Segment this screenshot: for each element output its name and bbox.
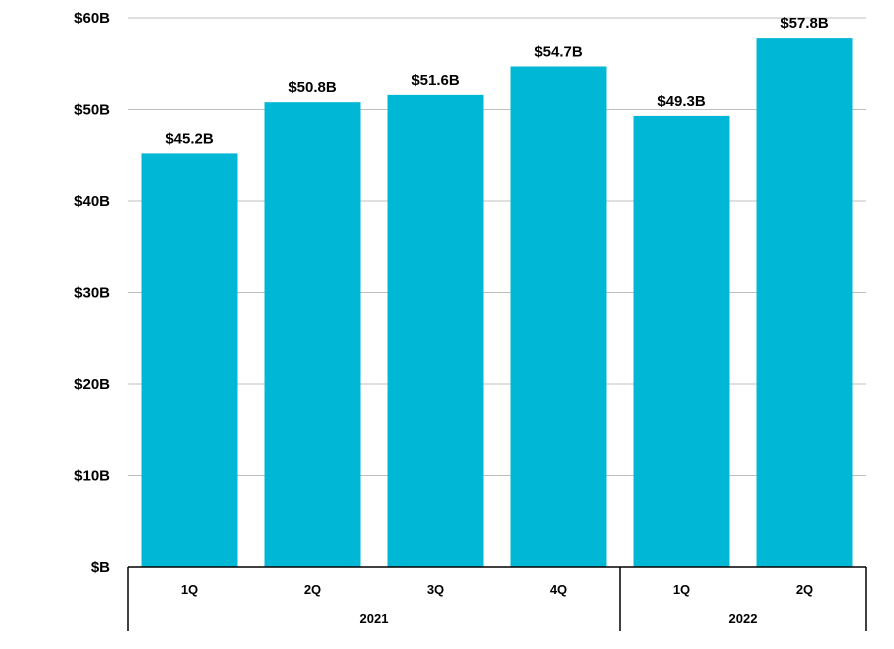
group-label: 2022	[729, 611, 758, 626]
x-tick-label: 2Q	[304, 582, 321, 597]
y-tick-label: $30B	[74, 285, 110, 302]
data-label: $45.2B	[165, 130, 214, 147]
x-tick-label: 4Q	[550, 582, 567, 597]
bar	[756, 38, 853, 567]
data-label: $54.7B	[534, 43, 583, 60]
bar	[387, 94, 484, 568]
y-tick-label: $B	[91, 559, 110, 576]
data-label: $51.6B	[411, 72, 460, 89]
data-label: $50.8B	[288, 79, 337, 96]
x-tick-label: 3Q	[427, 582, 444, 597]
y-tick-label: $10B	[74, 468, 110, 485]
data-label: $57.8B	[780, 15, 829, 32]
group-label: 2021	[360, 611, 389, 626]
data-label: $49.3B	[657, 93, 706, 110]
y-tick-label: $50B	[74, 102, 110, 119]
bar	[141, 153, 238, 568]
bar	[264, 102, 361, 568]
y-tick-label: $60B	[74, 10, 110, 27]
x-tick-label: 1Q	[181, 582, 198, 597]
bar	[633, 115, 730, 567]
x-tick-label: 1Q	[673, 582, 690, 597]
x-tick-label: 2Q	[796, 582, 813, 597]
y-tick-label: $20B	[74, 376, 110, 393]
y-tick-label: $40B	[74, 193, 110, 210]
bar	[510, 66, 607, 568]
